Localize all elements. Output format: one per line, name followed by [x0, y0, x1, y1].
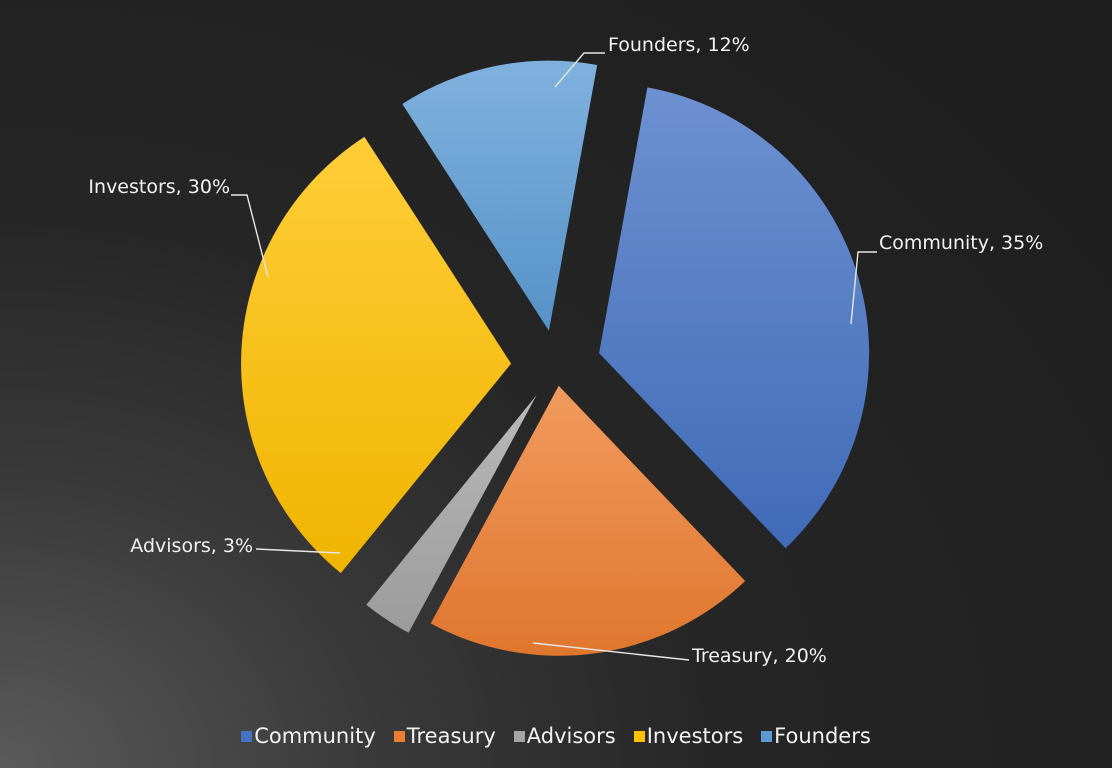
legend-item-treasury[interactable]: Treasury — [393, 724, 496, 748]
leader-line-community — [850, 251, 877, 325]
slice-founders[interactable] — [402, 60, 598, 331]
data-label-community: Community, 35% — [879, 232, 1043, 254]
legend-item-advisors[interactable]: Advisors — [513, 724, 616, 748]
data-label-advisors: Advisors, 3% — [130, 535, 253, 557]
chart-legend: Community Treasury Advisors Investors Fo… — [0, 724, 1112, 748]
legend-swatch-founders — [761, 730, 773, 742]
legend-swatch-advisors — [513, 730, 525, 742]
data-labels: Community, 35% Treasury, 20% Advisors, 3… — [88, 34, 1043, 667]
legend-item-investors[interactable]: Investors — [633, 724, 744, 748]
legend-label-investors: Investors — [646, 724, 744, 748]
leader-lines — [231, 52, 877, 661]
legend-label-community: Community — [254, 724, 376, 748]
data-label-founders: Founders, 12% — [608, 34, 750, 56]
data-label-investors: Investors, 30% — [88, 176, 230, 198]
pie-slices — [241, 60, 870, 656]
legend-item-founders[interactable]: Founders — [761, 724, 871, 748]
legend-swatch-treasury — [393, 730, 405, 742]
legend-item-community[interactable]: Community — [241, 724, 376, 748]
data-label-treasury: Treasury, 20% — [691, 645, 827, 667]
slice-advisors[interactable] — [366, 395, 537, 633]
leader-line-investors — [231, 194, 269, 278]
leader-line-founders — [554, 52, 605, 88]
slice-treasury[interactable] — [430, 385, 746, 656]
legend-swatch-community — [241, 730, 253, 742]
legend-label-advisors: Advisors — [526, 724, 616, 748]
leader-line-advisors — [255, 548, 341, 554]
legend-label-treasury: Treasury — [406, 724, 496, 748]
slice-investors[interactable] — [241, 136, 512, 574]
legend-swatch-investors — [633, 730, 645, 742]
slice-community[interactable] — [599, 87, 870, 549]
legend-label-founders: Founders — [774, 724, 871, 748]
leader-line-treasury — [532, 642, 690, 661]
